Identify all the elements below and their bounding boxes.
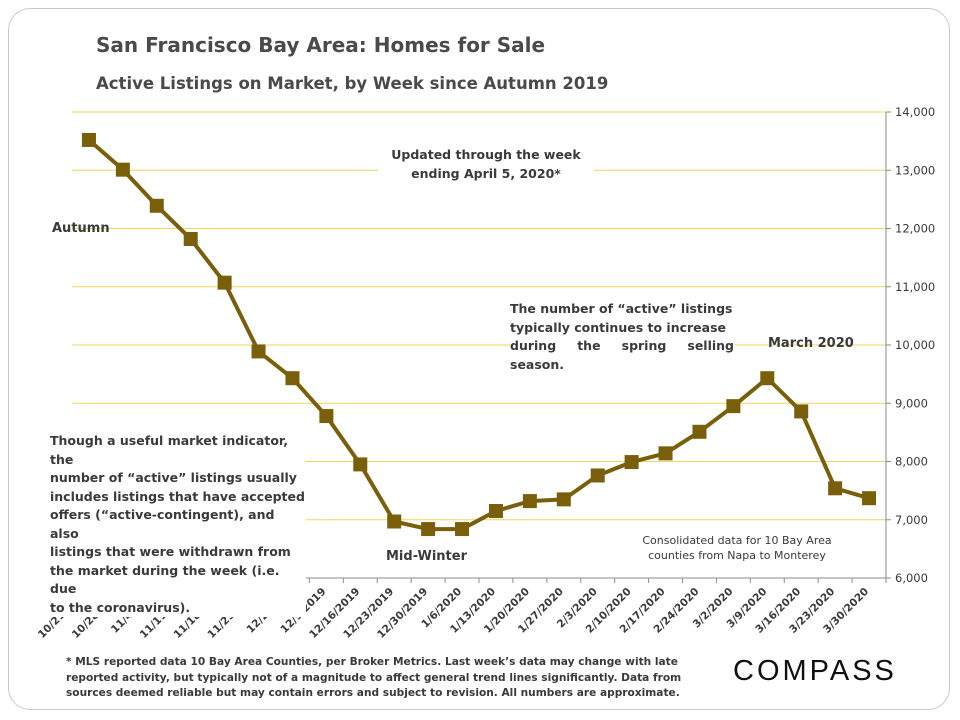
data-point [81, 132, 96, 147]
chart-subtitle: Active Listings on Market, by Week since… [96, 74, 609, 93]
y-tick-label: 12,000 [895, 222, 935, 236]
y-tick-label: 9,000 [895, 396, 928, 410]
data-point [149, 198, 164, 213]
data-point [183, 231, 198, 246]
updated-note-line: Updated through the week [391, 147, 581, 162]
compass-logo: COMPASS [733, 655, 897, 687]
data-point [421, 522, 436, 537]
data-point [285, 371, 300, 386]
data-point [488, 504, 503, 519]
indicator-note: Though a useful market indicator, the nu… [50, 432, 306, 617]
data-point [115, 162, 130, 177]
data-point [353, 457, 368, 472]
updated-note-line: ending April 5, 2020* [411, 166, 561, 181]
spring-note-line: The number of “active” listings [510, 301, 733, 316]
mid-winter-label: Mid-Winter [386, 549, 468, 564]
consolidated-note-line: Consolidated data for 10 Bay Area [642, 534, 832, 547]
data-point [658, 446, 673, 461]
indicator-note-line: to the coronavirus). [50, 599, 191, 615]
indicator-note-line: includes listings that have accepted [50, 488, 305, 504]
data-point [387, 514, 402, 529]
indicator-note-line: Though a useful market indicator, the [50, 433, 288, 467]
data-point [319, 409, 334, 424]
spring-note-line: during the spring selling season. [510, 338, 734, 372]
consolidated-note: Consolidated data for 10 Bay Area counti… [626, 533, 848, 563]
updated-note: Updated through the week ending April 5,… [378, 145, 594, 183]
spring-note: The number of “active” listings typicall… [510, 300, 734, 374]
data-point [522, 494, 537, 509]
chart-title: San Francisco Bay Area: Homes for Sale [96, 33, 546, 57]
y-tick-label: 6,000 [895, 571, 928, 585]
data-point [590, 468, 605, 483]
data-point [455, 522, 470, 537]
y-tick-label: 14,000 [895, 105, 935, 119]
y-tick-label: 8,000 [895, 455, 928, 469]
data-point [828, 481, 843, 496]
data-point [726, 399, 741, 414]
indicator-note-line: number of “active” listings usually [50, 470, 297, 485]
data-point [624, 455, 639, 470]
indicator-note-line: the market during the week (i.e. due [50, 562, 280, 597]
indicator-note-line: listings that were withdrawn from [50, 544, 291, 559]
data-point [251, 344, 266, 359]
y-tick-label: 7,000 [895, 513, 928, 527]
data-point [760, 371, 775, 386]
data-point [692, 424, 707, 439]
footnote: * MLS reported data 10 Bay Area Counties… [66, 656, 682, 699]
indicator-note-line: offers (“active-contingent), and also [50, 507, 275, 541]
y-tick-label: 11,000 [895, 280, 935, 294]
data-point [217, 275, 232, 290]
data-point [556, 492, 571, 507]
consolidated-note-line: counties from Napa to Monterey [648, 549, 826, 562]
y-tick-label: 10,000 [895, 338, 935, 352]
y-tick-label: 13,000 [895, 163, 935, 177]
march-2020-label: March 2020 [768, 336, 854, 351]
data-point [862, 491, 877, 506]
spring-note-line: typically continues to increase [510, 319, 726, 335]
autumn-label: Autumn [52, 221, 110, 236]
data-point [794, 404, 809, 419]
